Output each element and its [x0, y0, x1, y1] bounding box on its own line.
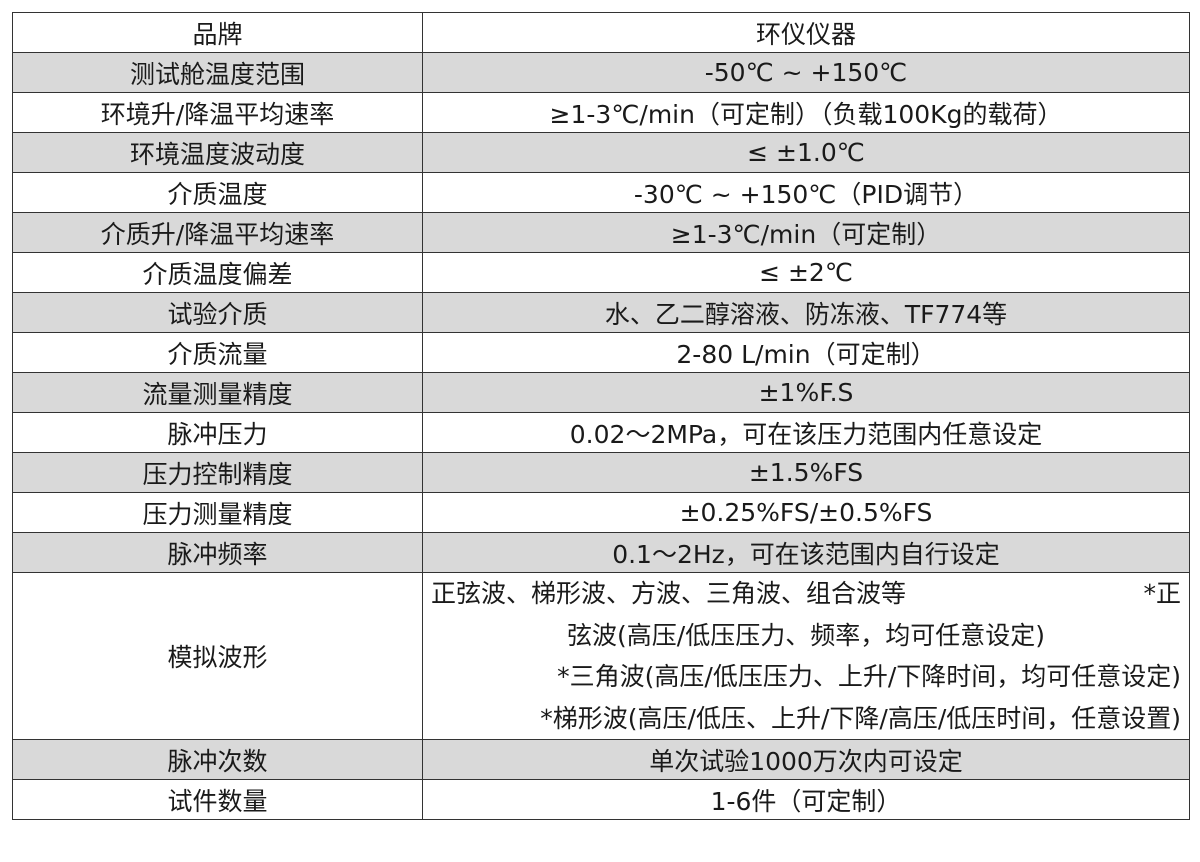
row-value: -30℃ ~ +150℃（PID调节）: [422, 172, 1190, 213]
table-row: 试件数量 1-6件（可定制）: [12, 779, 1190, 820]
row-label: 脉冲频率: [12, 532, 423, 573]
row-value: 单次试验1000万次内可设定: [422, 739, 1190, 780]
row-label: 环境升/降温平均速率: [12, 92, 423, 133]
row-value: ≤ ±2℃: [422, 252, 1190, 293]
table-row: 环境温度波动度 ≤ ±1.0℃: [12, 132, 1190, 173]
value-line: 正弦波、梯形波、方波、三角波、组合波等 *正: [431, 574, 1181, 615]
table-container: 品牌 环仪仪器 测试舱温度范围 -50℃ ~ +150℃ 环境升/降温平均速率 ≥1-3℃…: [12, 12, 1190, 820]
table-row: 试验介质 水、乙二醇溶液、防冻液、TF774等: [12, 292, 1190, 333]
table-row: 流量测量精度 ±1%F.S: [12, 372, 1190, 413]
table-row: 模拟波形 正弦波、梯形波、方波、三角波、组合波等 *正弦波(高压/低压压力、频率，均…: [12, 572, 1190, 740]
value-line: 弦波(高压/低压压力、频率，均可任意设定): [567, 620, 1045, 650]
table-row: 环境升/降温平均速率 ≥1-3℃/min（可定制）（负载100Kg的载荷）: [12, 92, 1190, 133]
table-row: 脉冲频率 0.1～2Hz，可在该范围内自行设定: [12, 532, 1190, 573]
row-label: 压力控制精度: [12, 452, 423, 493]
row-label: 介质温度: [12, 172, 423, 213]
row-label: 环境温度波动度: [12, 132, 423, 173]
value-text: 正弦波、梯形波、方波、三角波、组合波等: [431, 579, 907, 608]
row-label: 介质温度偏差: [12, 252, 423, 293]
row-label: 介质升/降温平均速率: [12, 212, 423, 253]
value-line: *三角波(高压/低压压力、上升/下降时间，均可任意设定): [557, 662, 1181, 691]
table-row: 介质升/降温平均速率 ≥1-3℃/min（可定制）: [12, 212, 1190, 253]
row-value: -50℃ ~ +150℃: [422, 52, 1190, 93]
row-value: ≥1-3℃/min（可定制）（负载100Kg的载荷）: [422, 92, 1190, 133]
row-label: 测试舱温度范围: [12, 52, 423, 93]
table-row: 脉冲压力 0.02～2MPa，可在该压力范围内任意设定: [12, 412, 1190, 453]
table-row: 脉冲次数 单次试验1000万次内可设定: [12, 739, 1190, 780]
table-row: 介质温度 -30℃ ~ +150℃（PID调节）: [12, 172, 1190, 213]
row-label: 品牌: [12, 12, 423, 53]
table-row: 介质温度偏差 ≤ ±2℃: [12, 252, 1190, 293]
table-row: 测试舱温度范围 -50℃ ~ +150℃: [12, 52, 1190, 93]
table-row: 介质流量 2-80 L/min（可定制）: [12, 332, 1190, 373]
row-label: 脉冲压力: [12, 412, 423, 453]
row-label: 试件数量: [12, 779, 423, 820]
row-value: 1-6件（可定制）: [422, 779, 1190, 820]
row-label: 介质流量: [12, 332, 423, 373]
row-value: ±0.25%FS/±0.5%FS: [422, 492, 1190, 533]
table-row: 压力测量精度 ±0.25%FS/±0.5%FS: [12, 492, 1190, 533]
row-value: ±1.5%FS: [422, 452, 1190, 493]
row-value: 0.1～2Hz，可在该范围内自行设定: [422, 532, 1190, 573]
value-line: *梯形波(高压/低压、上升/下降/高压/低压时间，任意设置): [540, 703, 1181, 733]
row-label: 试验介质: [12, 292, 423, 333]
row-value: 2-80 L/min（可定制）: [422, 332, 1190, 373]
row-value: 水、乙二醇溶液、防冻液、TF774等: [422, 292, 1190, 333]
row-label: 流量测量精度: [12, 372, 423, 413]
row-value: ≥1-3℃/min（可定制）: [422, 212, 1190, 253]
table-row: 压力控制精度 ±1.5%FS: [12, 452, 1190, 493]
row-value: 环仪仪器: [422, 12, 1190, 53]
value-text: *正: [1143, 579, 1181, 608]
row-label: 脉冲次数: [12, 739, 423, 780]
row-value: ≤ ±1.0℃: [422, 132, 1190, 173]
row-label: 压力测量精度: [12, 492, 423, 533]
row-value: ±1%F.S: [422, 372, 1190, 413]
table-row: 品牌 环仪仪器: [12, 12, 1190, 53]
row-value: 正弦波、梯形波、方波、三角波、组合波等 *正弦波(高压/低压压力、频率，均可任意设…: [422, 572, 1190, 740]
row-label: 模拟波形: [12, 572, 423, 740]
spec-table: 品牌 环仪仪器 测试舱温度范围 -50℃ ~ +150℃ 环境升/降温平均速率 ≥1-3℃…: [12, 12, 1190, 820]
row-value: 0.02～2MPa，可在该压力范围内任意设定: [422, 412, 1190, 453]
